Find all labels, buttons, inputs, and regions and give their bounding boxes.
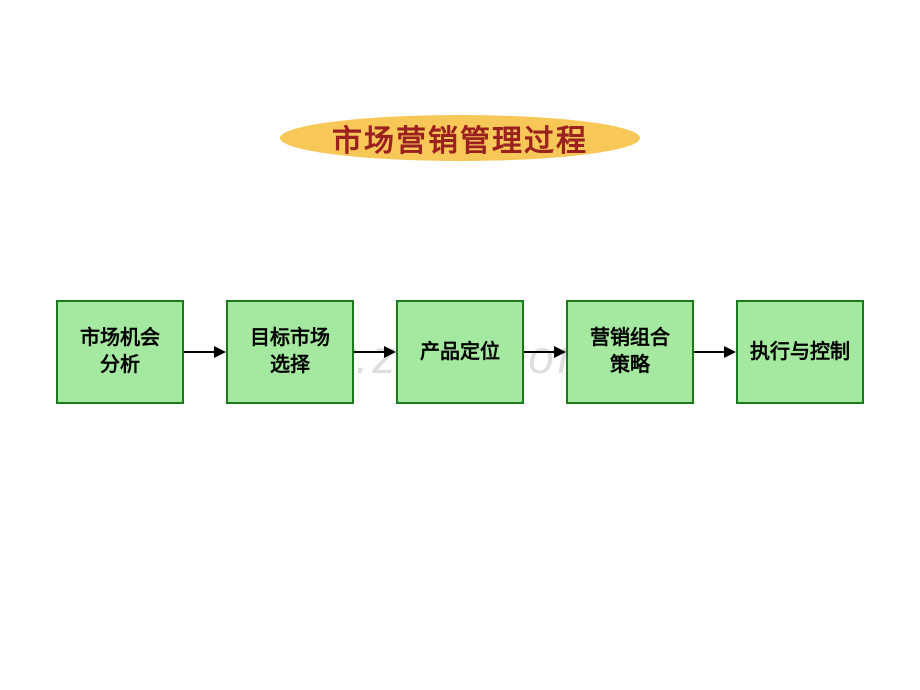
title-container: 市场营销管理过程 xyxy=(270,108,650,168)
flow-arrow xyxy=(694,347,736,357)
flow-arrow xyxy=(184,347,226,357)
flow-arrow xyxy=(354,347,396,357)
flow-node-n2: 目标市场选择 xyxy=(226,300,354,404)
flow-node-n4: 营销组合策略 xyxy=(566,300,694,404)
flow-node-n5: 执行与控制 xyxy=(736,300,864,404)
flow-node-n1: 市场机会分析 xyxy=(56,300,184,404)
flow-arrow xyxy=(524,347,566,357)
page-title: 市场营销管理过程 xyxy=(332,116,588,160)
flowchart: 市场机会分析目标市场选择产品定位营销组合策略执行与控制 xyxy=(0,300,920,404)
flow-node-n3: 产品定位 xyxy=(396,300,524,404)
